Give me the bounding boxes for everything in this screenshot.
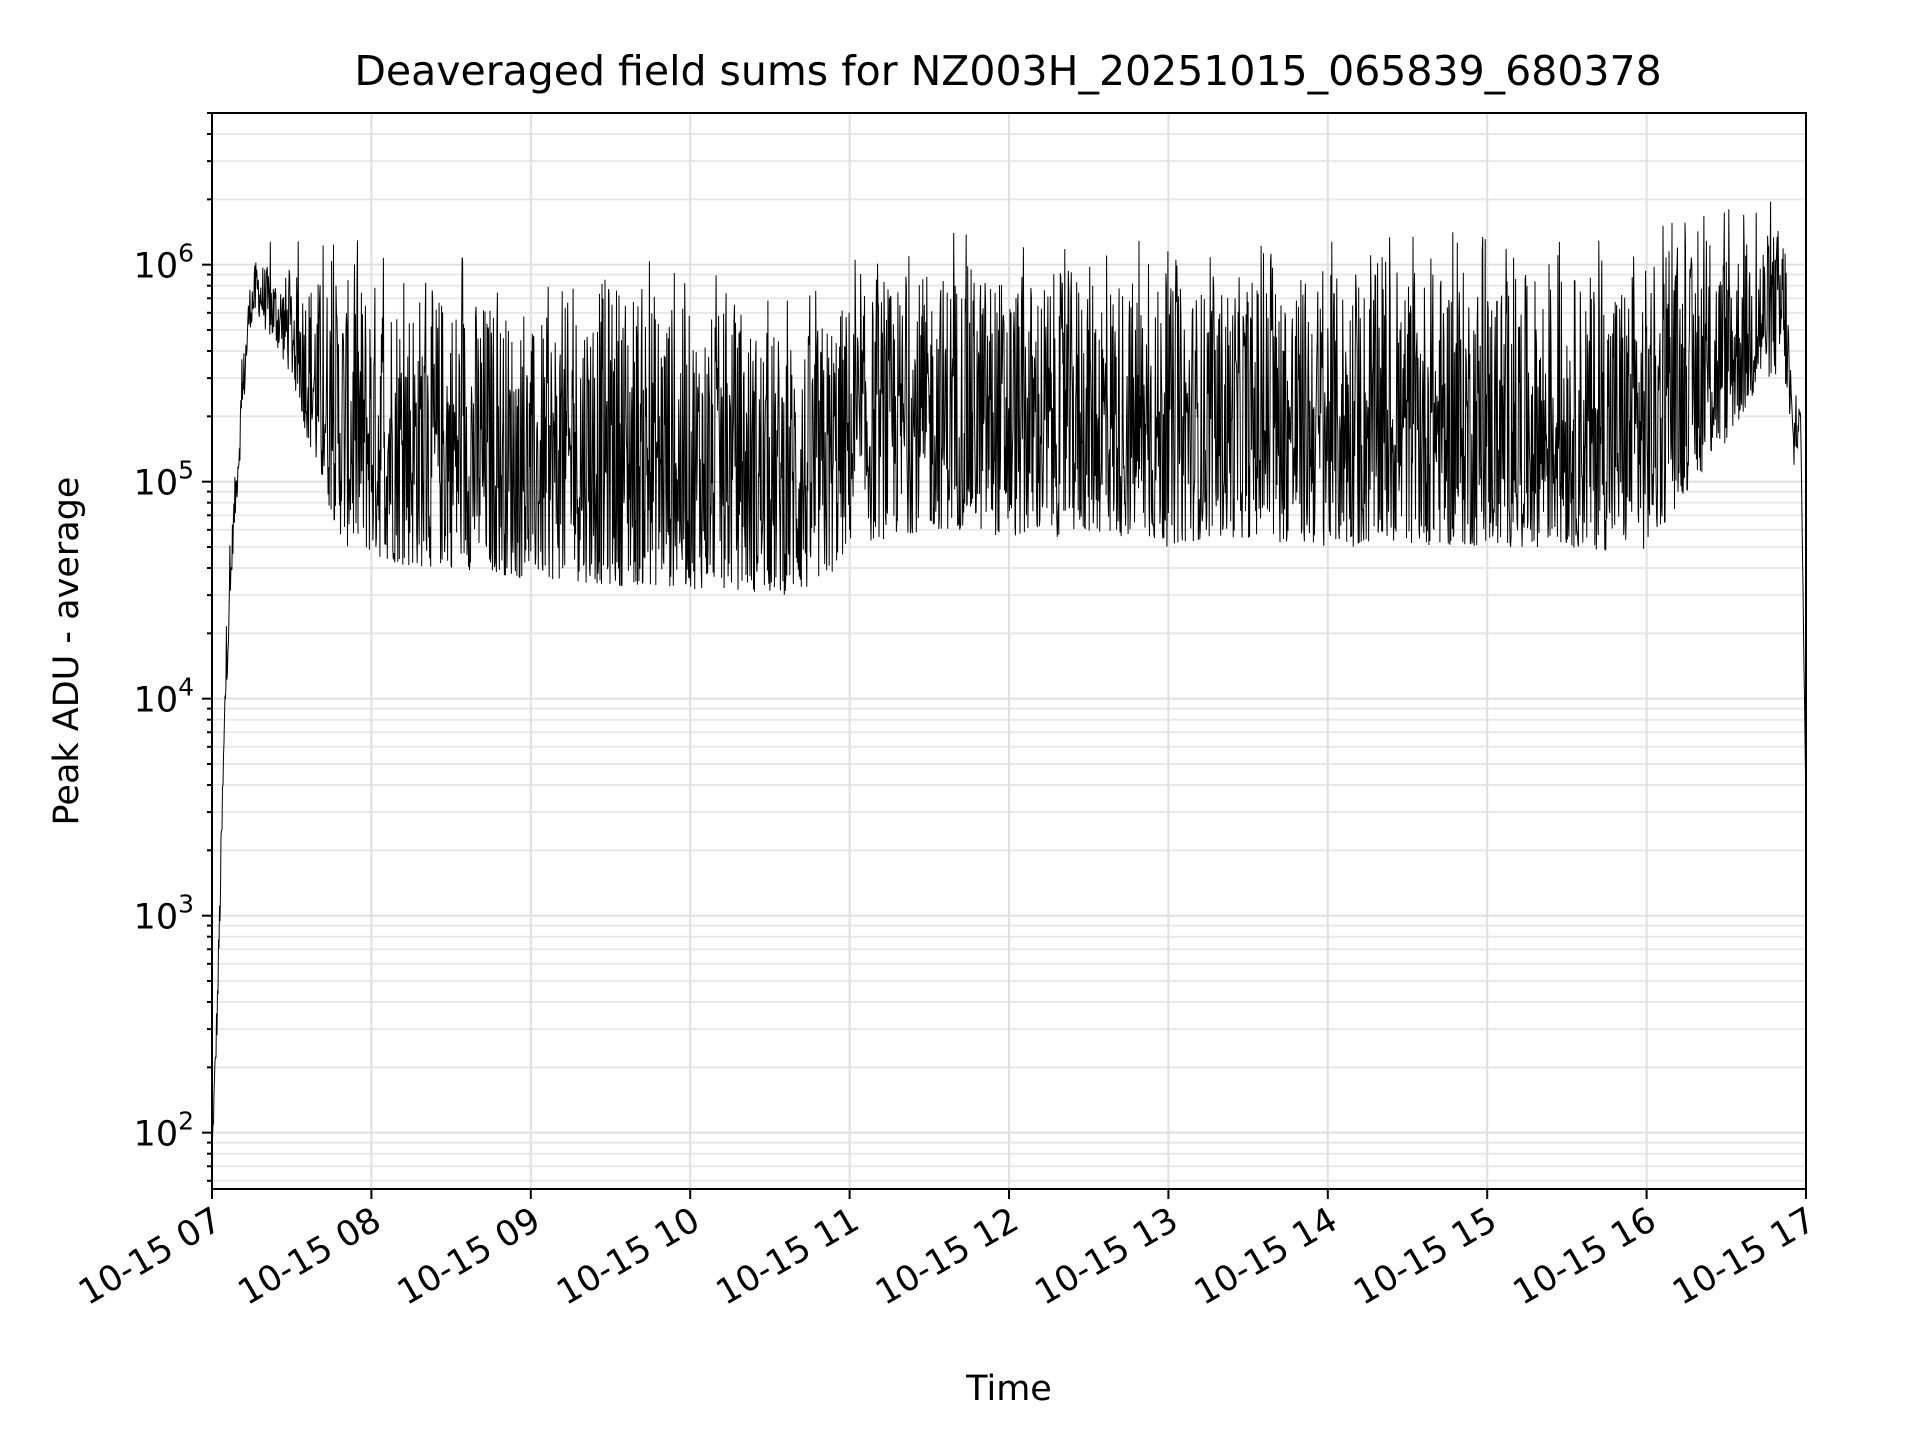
y-tick-label: 103	[134, 890, 194, 938]
x-axis: 10-15 07 10-15 08 10-15 09 10-15 10 10-15 11…	[72, 1189, 1823, 1313]
x-tick-label: 10-15 10	[550, 1200, 706, 1313]
x-tick-label: 10-15 15	[1347, 1200, 1503, 1313]
series-line	[211, 201, 1807, 1153]
x-tick-label: 10-15 14	[1188, 1200, 1344, 1313]
x-tick-label: 10-15 07	[72, 1200, 228, 1313]
y-tick-label: 102	[134, 1107, 194, 1155]
x-tick-label: 10-15 17	[1666, 1200, 1822, 1313]
x-tick-label: 10-15 13	[1029, 1200, 1185, 1313]
y-axis-label: Peak ADU - average	[47, 477, 87, 826]
y-tick-label: 106	[134, 239, 194, 287]
series-group	[211, 201, 1807, 1153]
y-axis: 102 103 104 105 106	[134, 112, 212, 1182]
x-tick-label: 10-15 08	[232, 1200, 388, 1313]
y-tick-label: 104	[134, 673, 194, 721]
x-tick-label: 10-15 09	[391, 1200, 547, 1313]
x-tick-label: 10-15 16	[1507, 1200, 1663, 1313]
x-axis-label: Time	[965, 1369, 1052, 1409]
grid	[211, 112, 1807, 1189]
chart-title: Deaveraged field sums for NZ003H_2025101…	[354, 47, 1661, 95]
x-tick-label: 10-15 12	[869, 1200, 1025, 1313]
y-tick-label: 105	[134, 456, 194, 504]
x-tick-label: 10-15 11	[710, 1200, 866, 1313]
